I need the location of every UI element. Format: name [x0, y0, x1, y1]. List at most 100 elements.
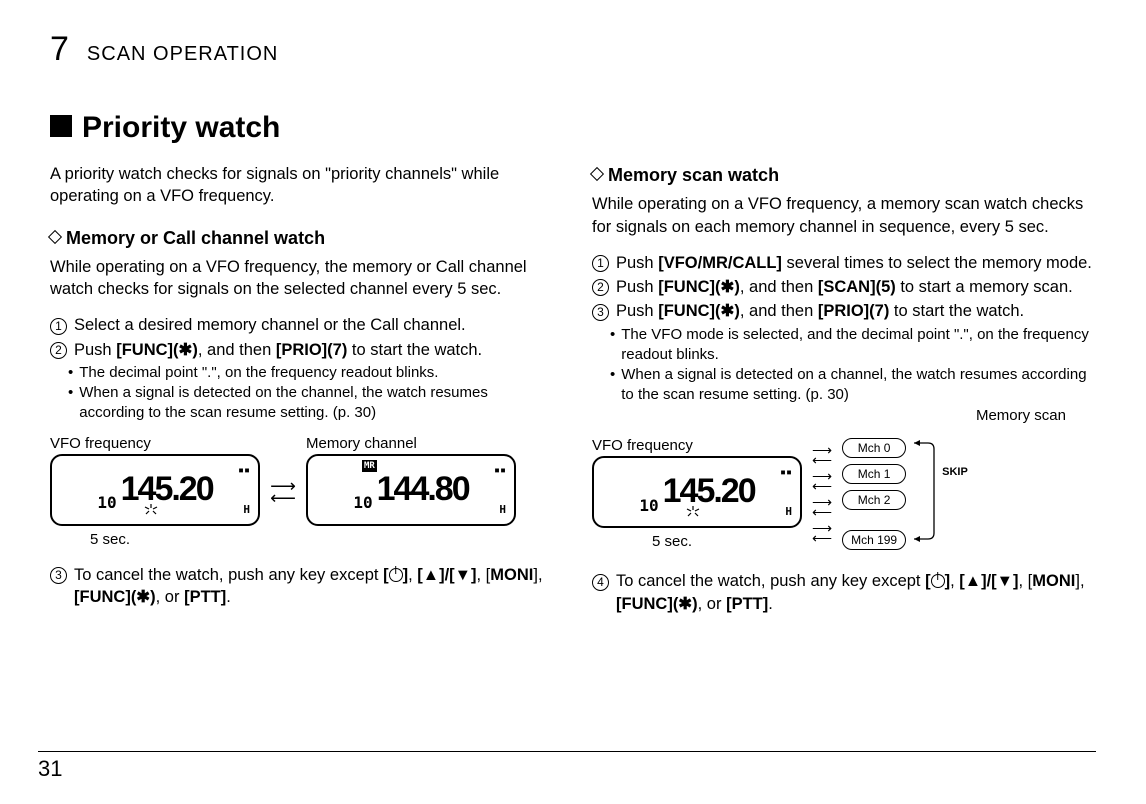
- bullet-b1: •The VFO mode is selected, and the decim…: [610, 325, 1096, 366]
- step-number-3b-icon: 3: [592, 300, 610, 322]
- subheading-a-text: Memory or Call channel watch: [66, 228, 325, 248]
- step-a3: 3 To cancel the watch, push any key exce…: [50, 564, 554, 609]
- step-number-2b-icon: 2: [592, 276, 610, 298]
- figure-vfo-label: VFO frequency: [50, 434, 151, 454]
- lcd-dots-icon-b: ▪▪: [780, 466, 792, 480]
- lcd-mr-indicator: MR: [362, 460, 377, 472]
- key-ptt-b: [PTT]: [726, 595, 768, 613]
- bullet-a1: •The decimal point ".", on the frequency…: [68, 363, 554, 383]
- step-b1: 1 Push [VFO/MR/CALL] several times to se…: [592, 252, 1096, 274]
- section-title-row: Priority watch: [50, 111, 1096, 145]
- figure-vfo-b: VFO frequency 10 145.20 H ▪▪ 5 sec.: [592, 436, 802, 553]
- mch-2: Mch 2: [842, 490, 906, 510]
- key-func-a2: [FUNC](✱): [74, 588, 156, 606]
- lcd-vfo-prefix: 10: [97, 492, 116, 524]
- bullet-a2: •When a signal is detected on the channe…: [68, 383, 554, 424]
- figure-memory-label: Memory channel: [306, 434, 417, 454]
- key-func-b3: [FUNC](✱): [616, 595, 698, 613]
- step-b3: 3 Push [FUNC](✱), and then [PRIO](7) to …: [592, 300, 1096, 322]
- step-number-3-icon: 3: [50, 564, 68, 609]
- key-moni-a: MONI: [490, 566, 533, 584]
- step-a3-text: To cancel the watch, push any key except…: [74, 564, 554, 609]
- lcd-memory-a: 10 144.80 H MR ▪▪: [306, 454, 516, 526]
- subheading-b-text: Memory scan watch: [608, 165, 779, 185]
- footer-line: [38, 751, 1096, 752]
- figure-memscan: Memory scan VFO frequency 10 145.20 H ▪▪…: [592, 406, 1096, 553]
- page-header: 7 SCAN OPERATION: [50, 30, 1096, 69]
- step-a1-text: Select a desired memory channel or the C…: [74, 314, 554, 336]
- step-b2-text: Push [FUNC](✱), and then [SCAN](5) to st…: [616, 276, 1096, 298]
- left-column: A priority watch checks for signals on "…: [50, 163, 554, 617]
- figure-vfo-block: VFO frequency 10 145.20 H ▪▪ 5 sec.: [50, 434, 260, 551]
- step-b4-text: To cancel the watch, push any key except…: [616, 570, 1096, 615]
- lcd-dots-icon: ▪▪: [238, 464, 250, 478]
- mch-group: Mch 0 Mch 1 Mch 2 Mch 199 SKIP: [842, 437, 968, 551]
- step-b1-text: Push [VFO/MR/CALL] several times to sele…: [616, 252, 1096, 274]
- lcd-h-indicator: H: [243, 503, 250, 518]
- subheading-a: Memory or Call channel watch: [50, 226, 554, 250]
- burst-icon-b: [686, 502, 700, 524]
- step-a2-text: Push [FUNC](✱), and then [PRIO](7) to st…: [74, 339, 554, 361]
- paragraph-b: While operating on a VFO frequency, a me…: [592, 193, 1096, 238]
- power-icon-b: [931, 574, 945, 588]
- double-arrow-icon-3: ⟶⟵: [812, 497, 832, 517]
- mch-list: Mch 0 Mch 1 Mch 2 Mch 199: [842, 438, 906, 551]
- key-func-b2: [FUNC](✱): [658, 302, 740, 320]
- step-number-4b-icon: 4: [592, 570, 610, 615]
- key-vfomrcall: [VFO/MR/CALL]: [658, 254, 782, 272]
- key-updown-a: [▲]/[▼]: [417, 566, 476, 584]
- lcd-vfo-b-value: 145.20: [663, 469, 755, 515]
- lcd-dots-icon-m: ▪▪: [494, 464, 506, 478]
- bullet-b2: •When a signal is detected on a channel,…: [610, 365, 1096, 406]
- subheading-b: Memory scan watch: [592, 163, 1096, 187]
- lcd-mem-prefix: 10: [353, 492, 372, 524]
- lcd-mem-value: 144.80: [377, 467, 469, 513]
- figure-vfo-memory: VFO frequency 10 145.20 H ▪▪ 5 sec. ⟶⟵ M…: [50, 434, 554, 551]
- mch-1: Mch 1: [842, 464, 906, 484]
- figure-5sec-b: 5 sec.: [652, 532, 692, 552]
- double-arrow-icon-4: ⟶⟵: [812, 523, 832, 543]
- step-a2: 2 Push [FUNC](✱), and then [PRIO](7) to …: [50, 339, 554, 361]
- diamond-icon: [48, 229, 62, 243]
- title-bullet-icon: [50, 115, 72, 137]
- step-b2: 2 Push [FUNC](✱), and then [SCAN](5) to …: [592, 276, 1096, 298]
- lcd-h-indicator-b: H: [785, 505, 792, 520]
- chapter-name: SCAN OPERATION: [87, 43, 278, 66]
- figure-memscan-label: Memory scan: [592, 406, 1096, 426]
- step-number-1-icon: 1: [50, 314, 68, 336]
- lcd-h-indicator-m: H: [499, 503, 506, 518]
- figure-vfo-label-b: VFO frequency: [592, 436, 693, 456]
- lcd-vfo-a: 10 145.20 H ▪▪: [50, 454, 260, 526]
- double-arrow-icon-1: ⟶⟵: [812, 445, 832, 465]
- step-number-2-icon: 2: [50, 339, 68, 361]
- double-arrow-icon: ⟶⟵: [268, 480, 298, 504]
- lcd-vfo-b-prefix: 10: [639, 495, 658, 527]
- step-a1: 1 Select a desired memory channel or the…: [50, 314, 554, 336]
- step-number-1b-icon: 1: [592, 252, 610, 274]
- paragraph-a: While operating on a VFO frequency, the …: [50, 256, 554, 301]
- figure-5sec-a: 5 sec.: [90, 530, 130, 550]
- figure-memory-block: Memory channel 10 144.80 H MR ▪▪: [306, 434, 516, 526]
- key-prio-a: [PRIO](7): [276, 341, 348, 359]
- key-updown-b: [▲]/[▼]: [959, 572, 1018, 590]
- chapter-number: 7: [50, 30, 69, 69]
- right-column: Memory scan watch While operating on a V…: [592, 163, 1096, 617]
- key-prio-b: [PRIO](7): [818, 302, 890, 320]
- lcd-vfo-value: 145.20: [121, 467, 213, 513]
- step-b3-text: Push [FUNC](✱), and then [PRIO](7) to st…: [616, 300, 1096, 322]
- mch-0: Mch 0: [842, 438, 906, 458]
- intro-paragraph: A priority watch checks for signals on "…: [50, 163, 554, 208]
- lcd-vfo-b: 10 145.20 H ▪▪: [592, 456, 802, 528]
- arrow-column: ⟶⟵ ⟶⟵ ⟶⟵ ⟶⟵: [812, 445, 832, 543]
- key-ptt-a: [PTT]: [184, 588, 226, 606]
- two-column-layout: A priority watch checks for signals on "…: [50, 163, 1096, 617]
- key-func-b1: [FUNC](✱): [658, 278, 740, 296]
- skip-label: SKIP: [942, 465, 968, 480]
- key-func-a: [FUNC](✱): [116, 341, 198, 359]
- power-icon: [389, 568, 403, 582]
- burst-icon: [144, 500, 158, 522]
- double-arrow-icon-2: ⟶⟵: [812, 471, 832, 491]
- page-number: 31: [38, 756, 62, 782]
- mch-loop-bracket: [910, 437, 938, 551]
- section-title: Priority watch: [82, 111, 280, 145]
